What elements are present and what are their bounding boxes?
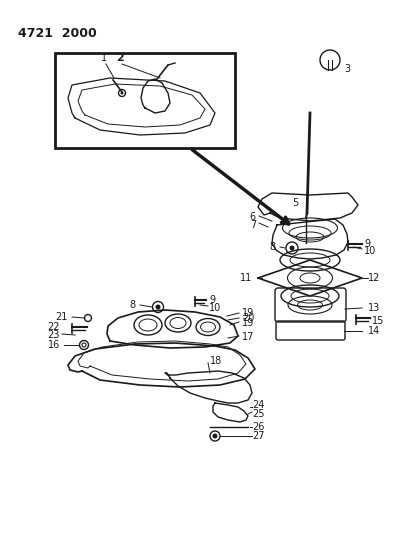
Text: 5: 5 [292,198,298,208]
Text: 15: 15 [372,316,384,326]
Circle shape [290,246,295,251]
Bar [55,53,235,148]
Text: 16: 16 [48,340,60,350]
Text: 1: 1 [101,53,107,63]
Circle shape [120,92,124,94]
Text: 6: 6 [250,212,256,222]
Text: 10: 10 [364,246,376,256]
Circle shape [155,304,160,310]
Text: 14: 14 [368,326,380,336]
Text: 27: 27 [252,431,264,441]
Text: 17: 17 [242,332,254,342]
Text: 19: 19 [242,318,254,328]
Text: 8: 8 [269,242,275,252]
Text: 11: 11 [240,273,252,283]
Text: 24: 24 [252,400,264,410]
Text: 22: 22 [47,322,60,332]
Text: 26: 26 [252,422,264,432]
Text: 25: 25 [252,409,264,419]
Text: 13: 13 [368,303,380,313]
Text: 9: 9 [209,295,215,305]
Text: 4721  2000: 4721 2000 [18,27,97,40]
Text: 10: 10 [209,303,221,313]
Text: 20: 20 [242,313,254,323]
Text: 3: 3 [344,64,350,74]
Text: 19: 19 [242,308,254,318]
Circle shape [213,433,217,439]
Text: 2: 2 [116,53,124,63]
Text: 8: 8 [130,300,136,310]
Text: 23: 23 [48,330,60,340]
Text: 18: 18 [210,356,222,366]
Text: 21: 21 [55,312,68,322]
Text: 9: 9 [364,239,370,249]
Text: 12: 12 [368,273,380,283]
Text: 7: 7 [250,220,256,230]
